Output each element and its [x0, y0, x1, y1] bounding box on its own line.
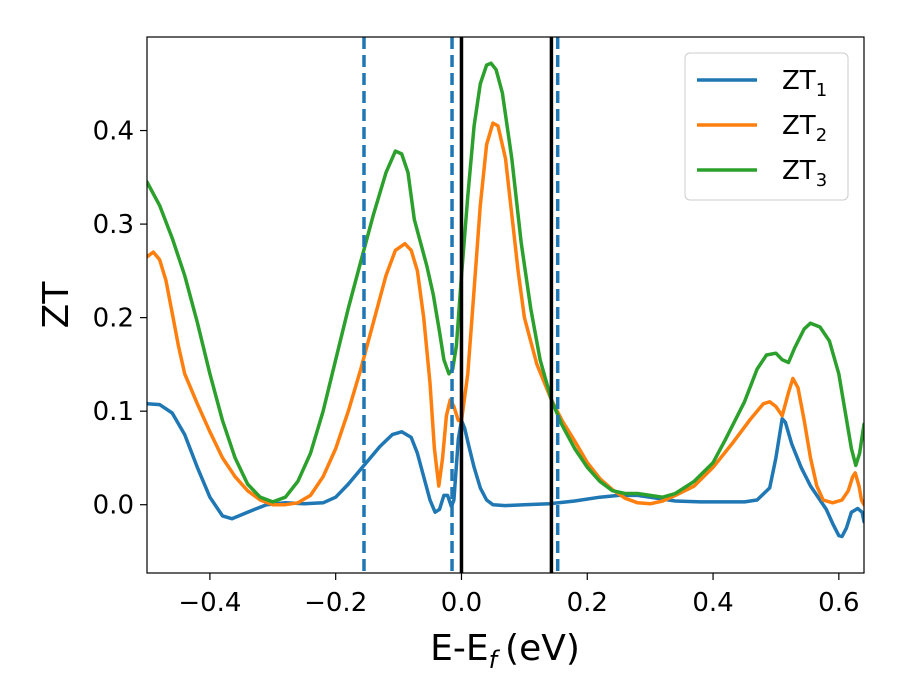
x-tick-label: −0.2	[304, 588, 367, 618]
y-tick-label: 0.2	[93, 304, 134, 334]
x-tick-label: 0.6	[818, 588, 859, 618]
y-tick-label: 0.1	[93, 397, 134, 427]
y-axis: 0.0 0.1 0.2 0.3 0.4	[93, 117, 147, 521]
x-axis: −0.4 −0.2 0.0 0.2 0.4 0.6	[178, 573, 860, 618]
legend-label-1: ZT1	[782, 66, 827, 101]
legend-label-2: ZT2	[782, 111, 827, 146]
x-axis-title: E-Ef (eV)	[430, 628, 580, 674]
legend-label-3: ZT3	[782, 156, 827, 191]
legend-items: ZT1 ZT2 ZT3	[697, 66, 827, 191]
y-axis-title: ZT	[36, 281, 77, 329]
legend: ZT1 ZT2 ZT3	[684, 52, 849, 201]
series-layer	[147, 61, 864, 539]
plot-frame	[146, 36, 865, 574]
y-tick-label: 0.3	[93, 210, 134, 240]
series-line-2	[147, 121, 864, 507]
x-tick-label: 0.0	[441, 588, 482, 618]
series-line-3	[147, 61, 864, 504]
x-tick-label: 0.2	[567, 588, 608, 618]
x-axis-title-subscript: f	[489, 646, 501, 674]
series-line-1	[147, 401, 864, 539]
x-axis-title-main: E-E	[430, 628, 488, 669]
reference-lines-layer	[362, 37, 560, 573]
x-axis-title-unit: (eV)	[505, 628, 580, 669]
x-tick-label: −0.4	[178, 588, 241, 618]
y-tick-label: 0.0	[93, 491, 134, 521]
y-tick-label: 0.4	[93, 117, 134, 147]
x-tick-label: 0.4	[692, 588, 733, 618]
legend-box	[684, 52, 849, 201]
